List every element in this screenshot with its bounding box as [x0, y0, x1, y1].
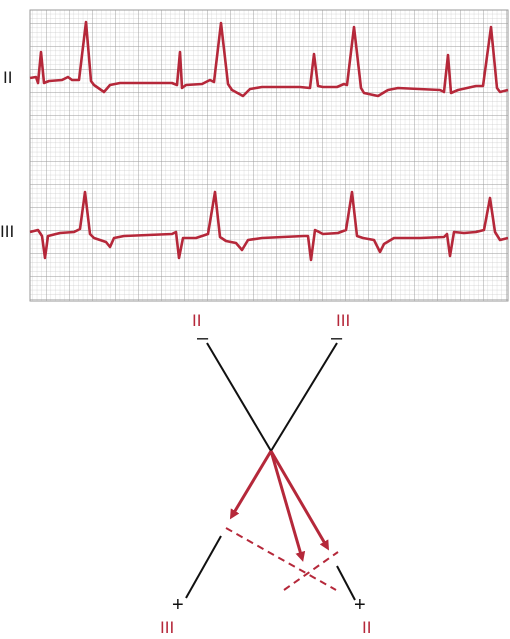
lead-iii-positive-sign: + [172, 594, 184, 616]
lead-iii-negative-label: III [336, 311, 351, 330]
lead-ii-vector-arrow [269, 450, 330, 551]
lead-iii-vector-arrow [229, 450, 273, 520]
lead-iii-positive-label: III [160, 618, 175, 637]
resultant-vector-arrow [269, 450, 306, 562]
ecg-grid-paper [29, 9, 509, 302]
lead-ii-positive-label: II [362, 618, 372, 637]
ecg-row-label-ii: II [3, 68, 13, 87]
lead-ii-axis-line [206, 342, 272, 452]
lead-iii-negative-sign: – [331, 327, 343, 349]
lead-iii-trace [29, 190, 509, 262]
lead-ii-axis-line-lower [336, 565, 356, 601]
lead-ii-positive-sign: + [354, 594, 366, 616]
projection-dashed-line-ii [283, 551, 339, 591]
projection-dashed-line-iii [225, 527, 337, 591]
ecg-row-label-iii: III [0, 222, 15, 241]
lead-ii-trace [29, 20, 509, 98]
lead-ii-negative-sign: – [197, 327, 209, 349]
lead-iii-axis-line [270, 342, 338, 452]
lead-iii-axis-line-lower [185, 535, 222, 599]
lead-ii-negative-label: II [192, 311, 202, 330]
